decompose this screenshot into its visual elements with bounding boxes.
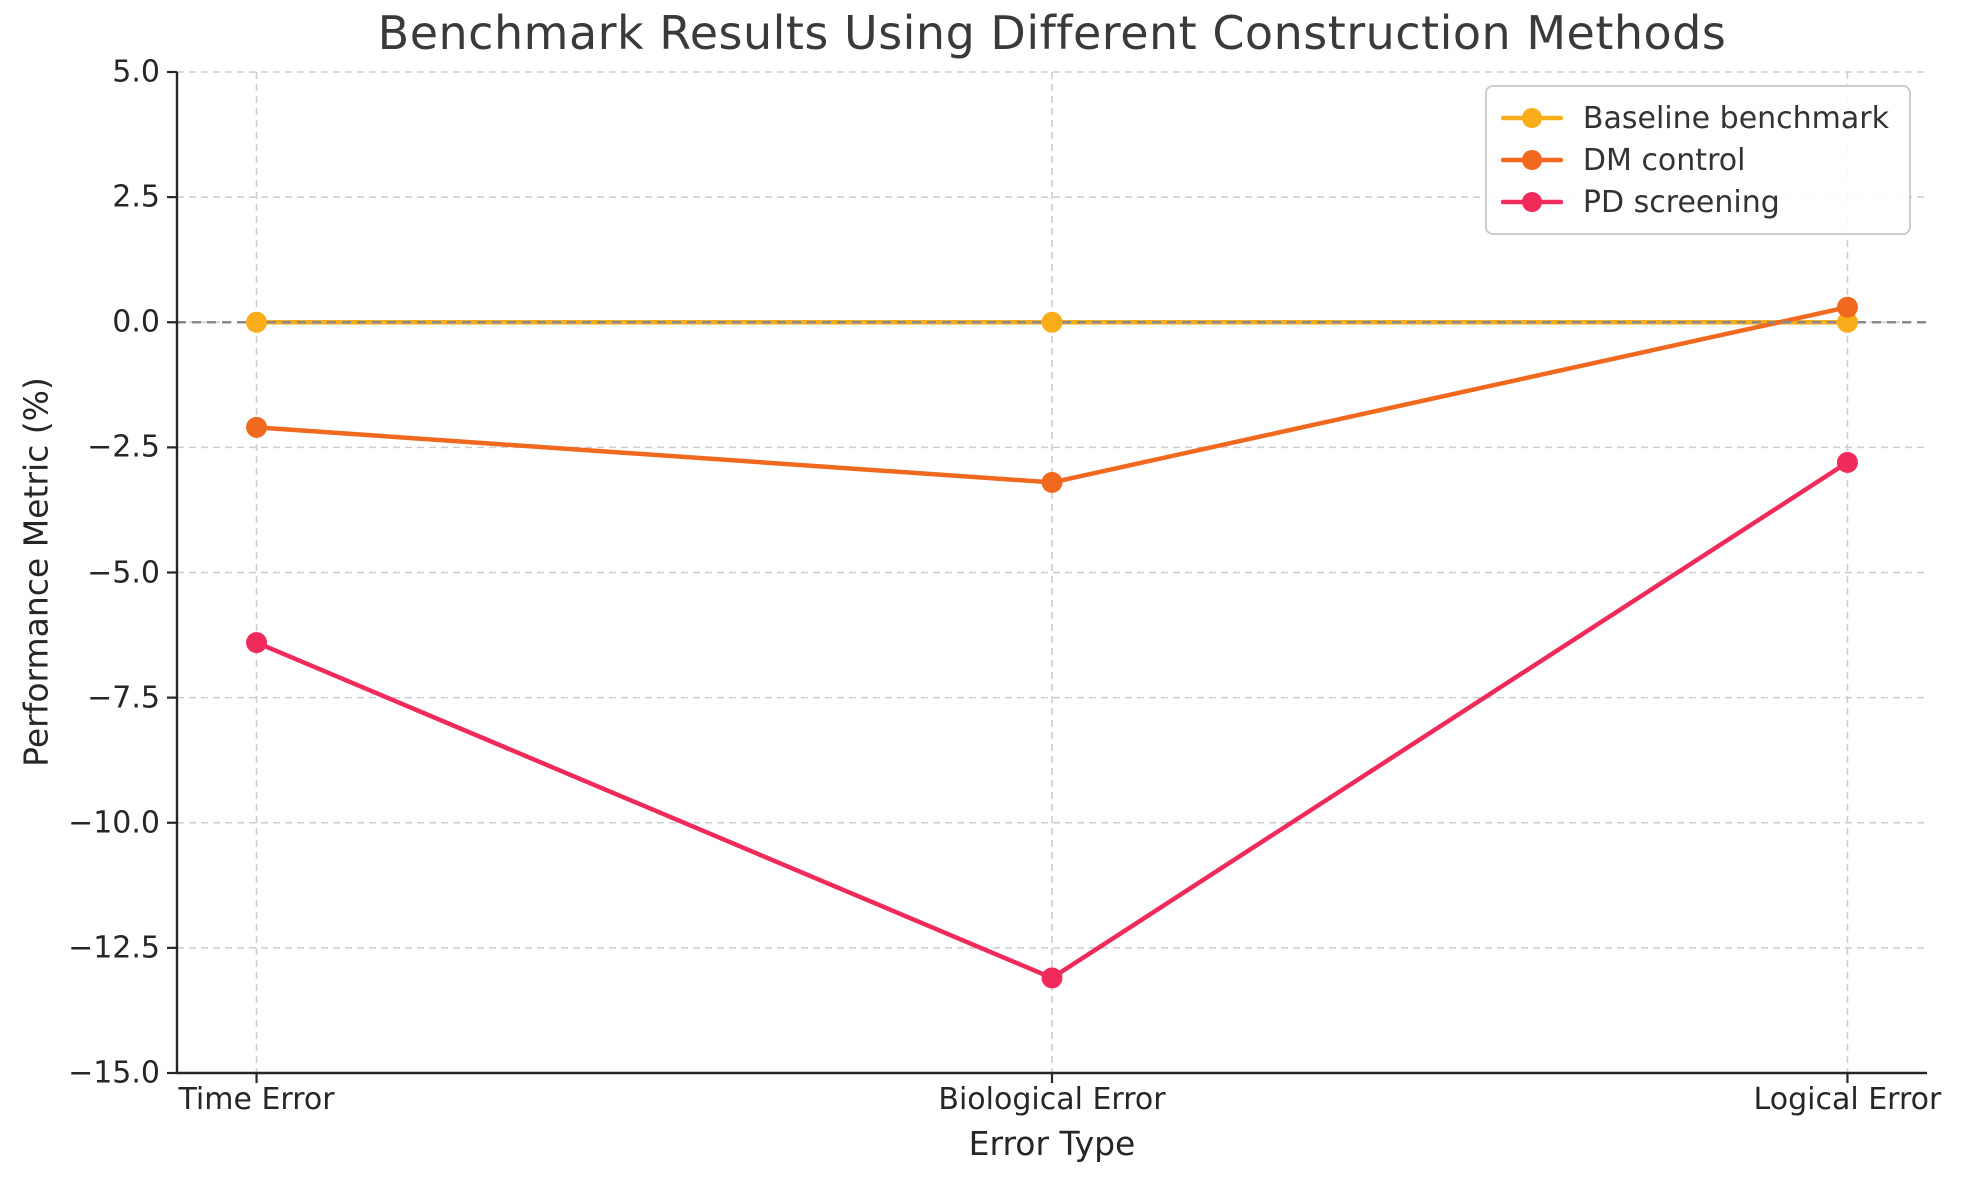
y-tick-label: −10.0 bbox=[68, 805, 160, 841]
data-point-marker bbox=[1836, 451, 1858, 473]
y-axis-label: Performance Metric (%) bbox=[16, 377, 56, 767]
y-tick-label: −2.5 bbox=[87, 429, 160, 465]
x-tick-label: Biological Error bbox=[938, 1082, 1166, 1117]
y-tick-label: 2.5 bbox=[112, 179, 160, 215]
y-tick-label: −5.0 bbox=[87, 555, 160, 590]
data-point-marker bbox=[1041, 311, 1063, 333]
legend-item-label: DM control bbox=[1582, 142, 1746, 178]
data-point-marker bbox=[246, 311, 268, 333]
legend-item: Baseline benchmark bbox=[1500, 97, 1889, 139]
x-axis-label: Error Type bbox=[968, 1124, 1136, 1163]
legend-swatch-icon bbox=[1500, 192, 1563, 212]
data-point-marker bbox=[1836, 296, 1858, 318]
chart-title: Benchmark Results Using Different Constr… bbox=[377, 6, 1727, 60]
x-tick-label: Time Error bbox=[178, 1082, 335, 1117]
legend-item: PD screening bbox=[1500, 181, 1889, 223]
legend-swatch-icon bbox=[1500, 150, 1563, 170]
legend-item-label: PD screening bbox=[1582, 184, 1780, 220]
y-tick-label: −7.5 bbox=[87, 680, 160, 716]
x-tick-label: Logical Error bbox=[1753, 1082, 1942, 1117]
legend-item-label: Baseline benchmark bbox=[1582, 100, 1889, 136]
y-tick-label: 5.0 bbox=[112, 54, 160, 90]
data-point-marker bbox=[1836, 311, 1858, 333]
data-point-marker bbox=[1041, 967, 1063, 989]
y-tick-label: 0.0 bbox=[112, 304, 160, 340]
legend-swatch-icon bbox=[1500, 108, 1563, 128]
legend-item: DM control bbox=[1500, 139, 1889, 181]
data-point-marker bbox=[246, 416, 268, 438]
y-tick-label: −12.5 bbox=[68, 930, 160, 966]
data-point-marker bbox=[1041, 471, 1063, 493]
y-tick-label: −15.0 bbox=[68, 1055, 160, 1091]
legend: Baseline benchmark DM control PD screening bbox=[1484, 85, 1911, 235]
data-point-marker bbox=[246, 632, 268, 654]
